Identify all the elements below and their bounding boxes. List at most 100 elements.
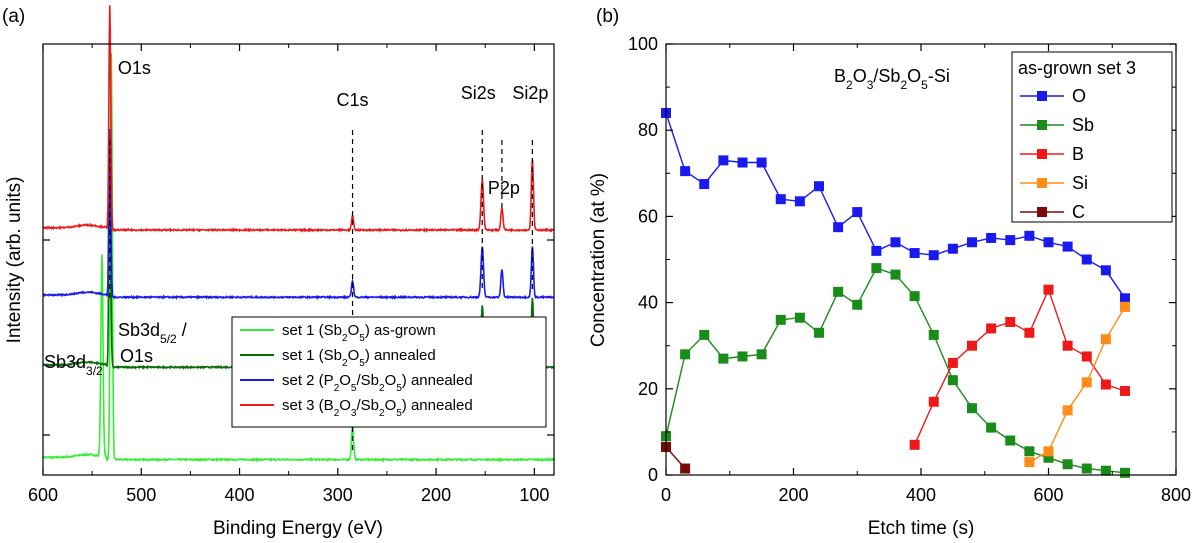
data-point-Sb bbox=[814, 327, 824, 338]
legend-label-O: O bbox=[1072, 86, 1086, 106]
data-point-Sb bbox=[718, 353, 729, 364]
y-tick-label-60: 60 bbox=[638, 206, 658, 226]
x-tick-label-0: 0 bbox=[661, 485, 671, 505]
x-tick-label-200: 200 bbox=[778, 485, 808, 505]
data-point-Sb bbox=[871, 263, 882, 274]
data-point-Si bbox=[1024, 457, 1035, 468]
y-tick-label-40: 40 bbox=[638, 293, 658, 313]
legend-label-Sb: Sb bbox=[1072, 115, 1094, 135]
panel-b-label: (b) bbox=[596, 6, 619, 27]
data-point-O bbox=[1005, 235, 1016, 246]
legend-label-B: B bbox=[1072, 144, 1084, 164]
panel-a-plot-frame bbox=[42, 43, 555, 476]
panel-b-annotation: B2O3/Sb2O5-Si bbox=[834, 66, 950, 92]
data-point-Sb bbox=[909, 291, 920, 302]
series-line-Sb bbox=[665, 267, 1126, 474]
data-point-Sb bbox=[756, 349, 767, 360]
y-tick-label-100: 100 bbox=[628, 34, 658, 54]
x-tick-label-500: 500 bbox=[126, 485, 156, 505]
spectrum-line-4 bbox=[42, 5, 555, 234]
data-point-O bbox=[986, 232, 997, 243]
legend-marker-B bbox=[1037, 149, 1047, 159]
data-point-O bbox=[947, 243, 958, 254]
data-point-O bbox=[737, 157, 748, 168]
x-tick-label-600: 600 bbox=[28, 485, 58, 505]
legend-box bbox=[231, 316, 547, 428]
x-tick-label-300: 300 bbox=[323, 485, 353, 505]
x-tick-label-100: 100 bbox=[519, 485, 549, 505]
y-tick-label-20: 20 bbox=[638, 379, 658, 399]
legend-label-1: set 1 (Sb2O5) as-grown bbox=[282, 322, 436, 344]
panel-b-legend: as-grown set 3 O Sb B Si C bbox=[1011, 51, 1173, 223]
data-point-Si bbox=[1100, 334, 1111, 345]
x-tick-label-600: 600 bbox=[1033, 485, 1063, 505]
data-point-Sb bbox=[1005, 435, 1016, 446]
panel-a-label: (a) bbox=[2, 6, 25, 27]
legend-marker-C bbox=[1037, 207, 1047, 217]
peak-label-o1s: O1s bbox=[118, 58, 151, 78]
data-point-O bbox=[890, 237, 901, 248]
data-point-B bbox=[909, 439, 920, 450]
x-tick-label-400: 400 bbox=[906, 485, 936, 505]
data-point-O bbox=[1120, 293, 1130, 304]
data-point-C bbox=[680, 463, 691, 474]
data-point-Sb bbox=[794, 312, 805, 323]
data-point-Sb bbox=[928, 329, 939, 340]
data-point-O bbox=[756, 157, 767, 168]
y-tick-label-80: 80 bbox=[638, 120, 658, 140]
legend-label-2: set 1 (Sb2O5) annealed bbox=[282, 347, 436, 369]
series-Si bbox=[1024, 301, 1130, 468]
panel-a-legend: set 1 (Sb2O5) as-grown set 1 (Sb2O5) anne… bbox=[231, 316, 547, 428]
data-point-B bbox=[1081, 351, 1092, 362]
data-point-O bbox=[680, 166, 691, 177]
data-point-B bbox=[1043, 284, 1054, 295]
data-point-O bbox=[1024, 230, 1035, 241]
data-point-O bbox=[967, 237, 977, 248]
peak-label-sb3d52: Sb3d5/2 / bbox=[118, 320, 187, 346]
data-point-Sb bbox=[1043, 452, 1054, 463]
data-point-Sb bbox=[1120, 467, 1130, 478]
legend-marker-Si bbox=[1037, 178, 1047, 188]
panel-b: (b) 0 200 400 600 800 0 20 40 60 80 100 Etch time … bbox=[588, 6, 1191, 539]
data-point-O bbox=[1043, 237, 1054, 248]
x-tick-label-800: 800 bbox=[1161, 485, 1191, 505]
legend-label-3: set 2 (P2O5/Sb2O5) annealed bbox=[282, 372, 473, 394]
panel-b-y-axis-label: Concentration (at %) bbox=[588, 173, 609, 347]
data-point-O bbox=[775, 194, 786, 205]
data-point-Sb bbox=[967, 403, 977, 414]
peak-label-o1s-secondary: O1s bbox=[120, 346, 153, 366]
legend-label-Si: Si bbox=[1072, 173, 1088, 193]
data-point-O bbox=[794, 196, 805, 207]
peak-label-p2p: P2p bbox=[488, 178, 520, 198]
spectrum-line-3 bbox=[42, 129, 554, 301]
data-point-O bbox=[814, 181, 824, 192]
data-point-Sb bbox=[986, 422, 997, 433]
data-point-Sb bbox=[680, 349, 691, 360]
data-point-Sb bbox=[947, 375, 958, 386]
data-point-O bbox=[718, 155, 729, 166]
data-point-O bbox=[833, 222, 844, 233]
data-point-O bbox=[1100, 265, 1111, 276]
data-point-Sb bbox=[852, 299, 863, 310]
data-point-O bbox=[909, 248, 920, 259]
x-tick-label-200: 200 bbox=[421, 485, 451, 505]
peak-label-c1s: C1s bbox=[337, 90, 369, 110]
panel-b-ticks: 0 200 400 600 800 0 20 40 60 80 100 bbox=[628, 34, 1191, 505]
data-point-Sb bbox=[1024, 446, 1035, 457]
data-point-Sb bbox=[775, 314, 786, 325]
panel-b-x-axis-label: Etch time (s) bbox=[868, 518, 975, 539]
data-point-B bbox=[947, 357, 958, 368]
data-point-O bbox=[871, 245, 882, 256]
legend-marker-O bbox=[1037, 91, 1047, 101]
data-point-Sb bbox=[1081, 463, 1092, 474]
data-point-B bbox=[928, 396, 939, 407]
y-tick-label-0: 0 bbox=[648, 465, 658, 485]
data-point-Sb bbox=[737, 351, 748, 362]
legend-label-C: C bbox=[1072, 202, 1085, 222]
data-point-O bbox=[928, 250, 939, 261]
legend-marker-Sb bbox=[1037, 120, 1047, 130]
panel-a-y-ticks bbox=[43, 239, 554, 436]
data-point-Si bbox=[1062, 405, 1073, 416]
